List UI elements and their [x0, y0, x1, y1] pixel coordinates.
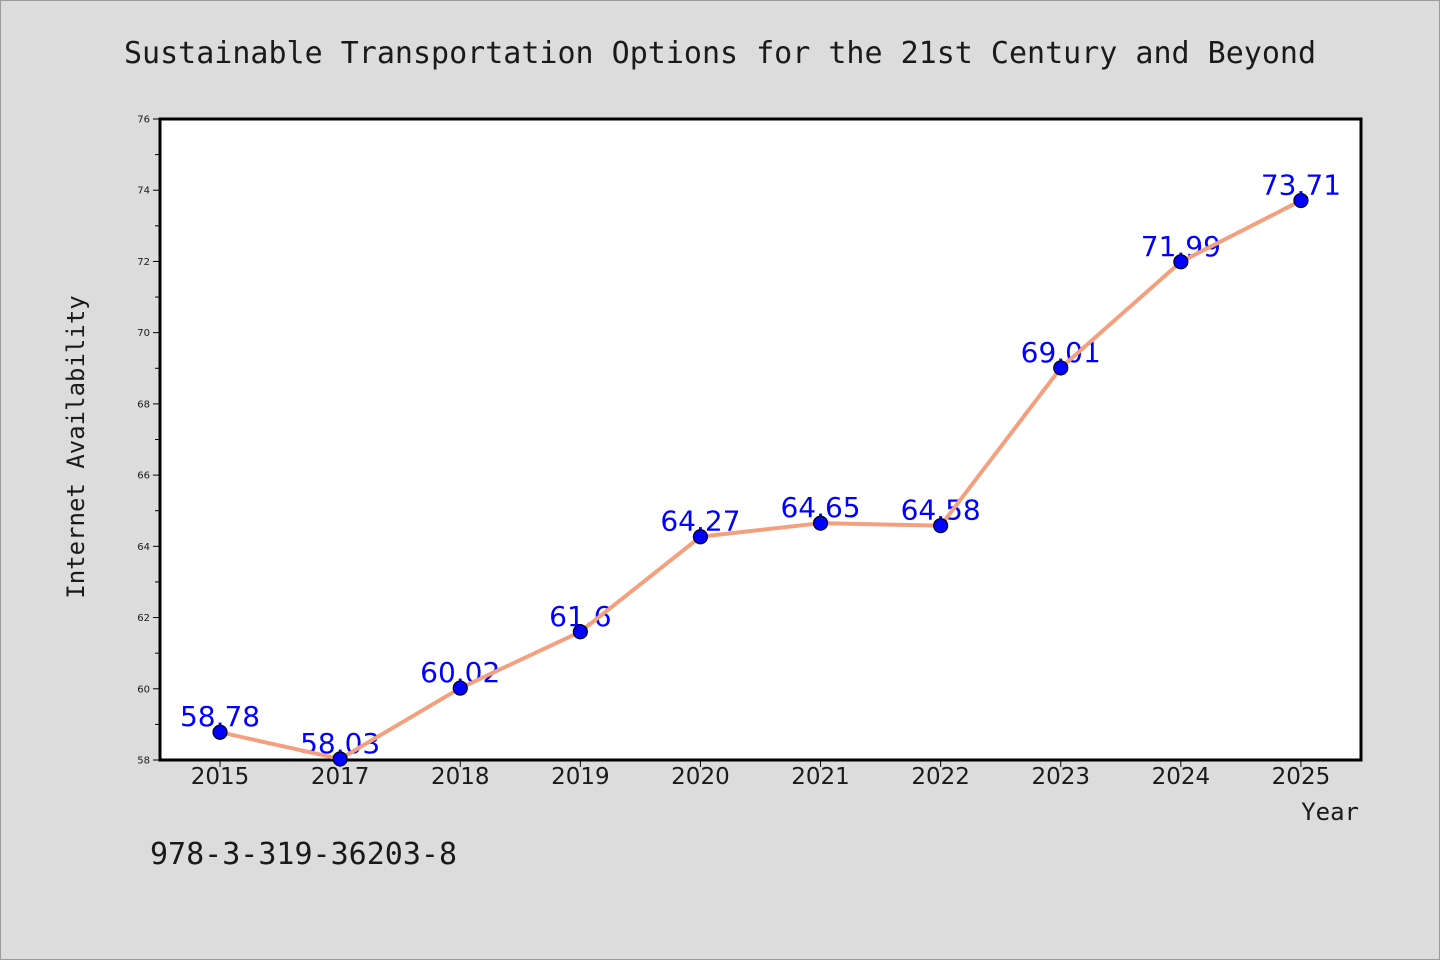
footer-text: 978-3-319-36203-8 — [150, 837, 457, 872]
data-point-marker — [332, 751, 348, 767]
data-point-marker — [1173, 254, 1189, 270]
series-line-group — [218, 198, 1303, 761]
data-point-marker — [692, 529, 709, 545]
data-point-marker — [212, 724, 228, 740]
x-axis-ticks: 2015 2017 2018 2019 2020 2021 2022 2023 2024 2025 — [191, 760, 1330, 790]
y-tick-label: 64 — [137, 542, 150, 553]
x-tick-label: 2024 — [1152, 764, 1211, 790]
data-point-marker — [1053, 360, 1069, 376]
y-axis-label: Internet Availability — [62, 295, 90, 598]
x-tick-label: 2015 — [191, 764, 250, 790]
x-tick-label: 2017 — [311, 764, 370, 790]
y-tick-label: 68 — [137, 399, 150, 410]
x-tick-label: 2023 — [1031, 764, 1090, 790]
y-axis-ticks: 58 60 62 64 66 68 70 72 74 76 — [137, 115, 160, 767]
y-tick-label: 62 — [137, 613, 150, 624]
data-point-marker — [933, 518, 949, 534]
data-point-marker — [1293, 192, 1309, 209]
y-tick-label: 60 — [137, 684, 150, 695]
y-tick-label: 70 — [137, 328, 150, 339]
series-markers — [212, 192, 1309, 767]
y-tick-label: 74 — [137, 186, 150, 197]
x-tick-label: 2022 — [911, 764, 970, 790]
y-tick-label: 66 — [137, 471, 150, 482]
series-line — [218, 198, 1303, 761]
y-tick-label: 76 — [137, 115, 150, 126]
data-point-marker — [812, 515, 829, 531]
chart-title: Sustainable Transportation Options for t… — [124, 36, 1316, 71]
x-tick-label: 2018 — [431, 764, 490, 790]
x-tick-label: 2021 — [791, 764, 850, 790]
x-tick-label: 2019 — [551, 764, 610, 790]
x-tick-label: 2020 — [671, 764, 730, 790]
data-point-marker — [452, 680, 468, 696]
y-tick-label: 72 — [137, 257, 150, 268]
plot-area — [158, 117, 1363, 762]
x-tick-label: 2025 — [1272, 764, 1331, 790]
data-point-marker — [572, 624, 588, 640]
y-tick-label: 58 — [137, 756, 150, 767]
x-axis-label: Year — [1301, 798, 1359, 826]
